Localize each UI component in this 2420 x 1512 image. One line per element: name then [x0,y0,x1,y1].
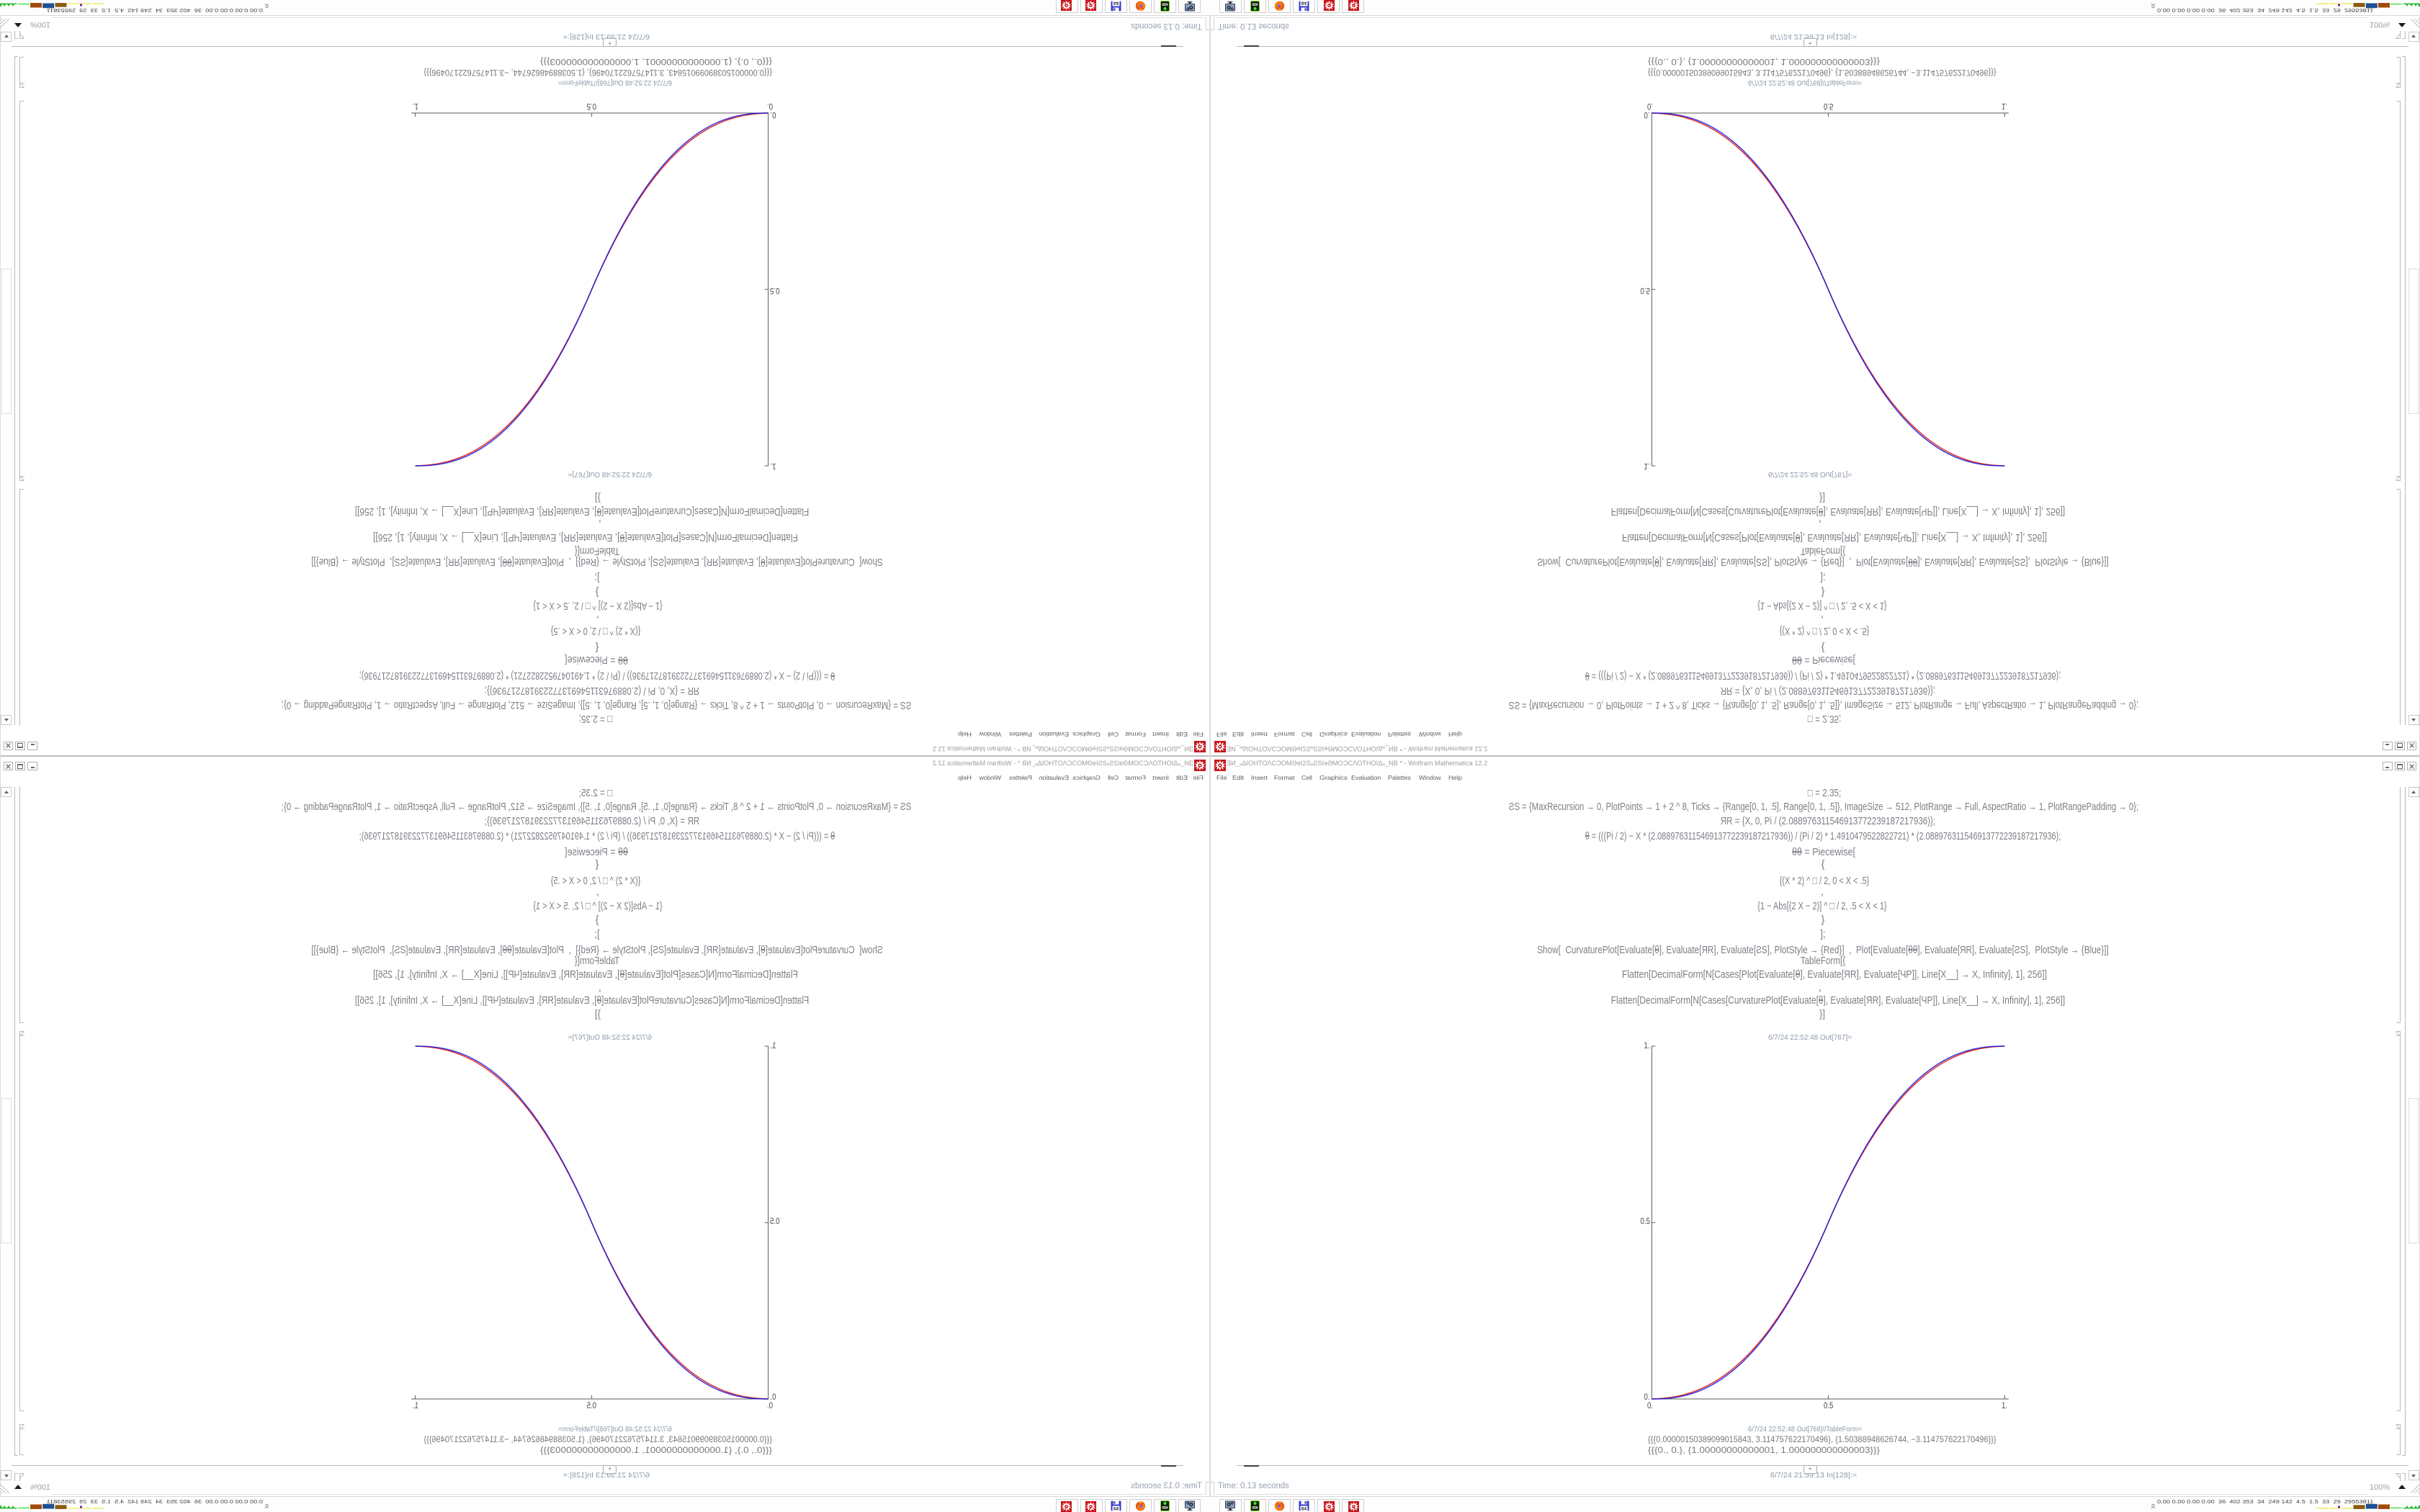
svg-text:64: 64 [1113,1,1119,6]
svg-text:64: 64 [1301,1,1307,6]
svg-text:64: 64 [1113,1506,1119,1511]
svg-text:64: 64 [1301,1506,1307,1511]
